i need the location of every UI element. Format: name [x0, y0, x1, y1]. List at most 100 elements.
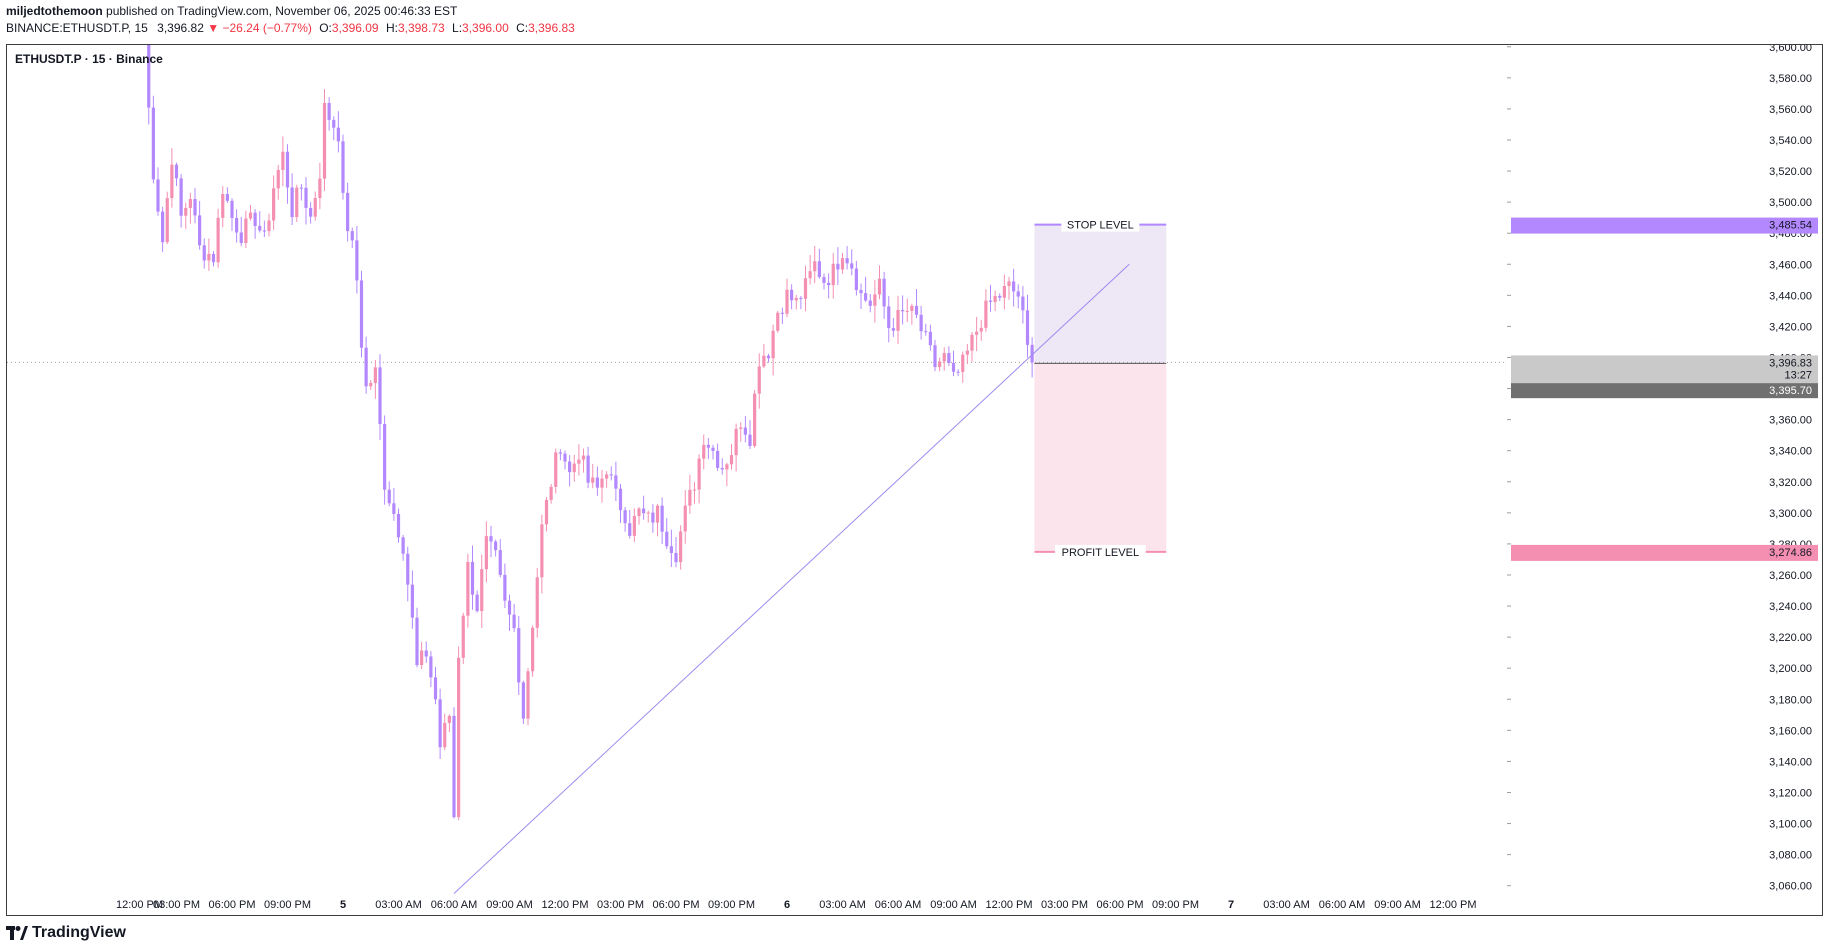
y-tick-label: 3,220.00 [1769, 632, 1812, 644]
candle-body [457, 657, 461, 818]
x-tick-label: 06:00 AM [431, 899, 477, 911]
candle-body [336, 127, 340, 142]
candle-body [489, 536, 493, 542]
last-price-badge: 3,396.83 [1769, 357, 1812, 369]
x-tick-label: 12:00 PM [541, 899, 588, 911]
change-arrow-icon: ▼ [207, 21, 220, 35]
candle-body [373, 367, 377, 383]
candle-body [586, 455, 590, 483]
candle-body [642, 508, 646, 514]
y-tick-label: 3,580.00 [1769, 73, 1812, 85]
profit-level-label: PROFIT LEVEL [1062, 547, 1139, 559]
x-tick-label: 12:00 PM [985, 899, 1032, 911]
candle-body [346, 192, 350, 232]
candle-body [790, 289, 794, 301]
candle-body [433, 677, 438, 700]
y-tick-label: 3,200.00 [1769, 663, 1812, 675]
candle-body [605, 474, 609, 479]
candle-body [924, 331, 928, 333]
profit-price-badge: 3,274.86 [1769, 547, 1812, 559]
candle-body [864, 293, 868, 301]
x-tick-label: 03:00 PM [597, 899, 644, 911]
x-tick-label: 06:00 PM [1096, 899, 1143, 911]
candle-body [387, 489, 391, 504]
candle-body [595, 477, 599, 488]
candle-body [147, 45, 151, 108]
x-tick-label: 03:00 PM [153, 899, 200, 911]
tradingview-brand[interactable]: TradingView [6, 924, 126, 942]
chart-frame[interactable]: STOP LEVEL PROFIT LEVEL 3,060.00 3,080.00 3… [6, 44, 1823, 916]
candle-body [332, 119, 336, 128]
candle-body [1007, 281, 1011, 287]
x-tick-label: 03:00 AM [1263, 899, 1309, 911]
y-tick-label: 3,440.00 [1769, 290, 1812, 302]
last-price-badge-bg [1511, 355, 1818, 384]
candle-body [655, 505, 660, 523]
close-label: C: [516, 21, 529, 35]
candle-body [170, 164, 174, 199]
candle-body [216, 217, 220, 263]
candle-body [521, 682, 525, 719]
open-label: O: [319, 21, 332, 35]
candle-body [438, 699, 442, 748]
y-tick-label: 3,340.00 [1769, 446, 1812, 458]
x-tick-label: 6 [784, 899, 790, 911]
candle-body [156, 179, 160, 212]
candle-body [322, 102, 327, 179]
x-tick-label: 03:00 AM [819, 899, 865, 911]
x-tick-label: 5 [340, 899, 346, 911]
candle-body [813, 261, 817, 272]
author-name[interactable]: miljedtothemoon [6, 4, 103, 18]
candle-body [729, 455, 734, 465]
y-tick-label: 3,520.00 [1769, 166, 1812, 178]
candle-body [517, 628, 521, 683]
candle-body [1016, 291, 1020, 297]
candle-body [743, 427, 747, 435]
candle-body [951, 362, 956, 372]
candle-body [831, 263, 835, 286]
candle-body [452, 715, 456, 818]
x-tick-label: 06:00 PM [652, 899, 699, 911]
price-chart[interactable]: STOP LEVEL PROFIT LEVEL 3,060.00 3,080.00 3… [7, 45, 1822, 915]
candle-body [401, 537, 405, 554]
candle-body [262, 230, 266, 232]
profit-price-badge-bg [1511, 544, 1818, 561]
candle-body [688, 489, 692, 506]
current-price-badge: 3,395.70 [1769, 385, 1812, 397]
y-tick-label: 3,120.00 [1769, 787, 1812, 799]
candle-body [1030, 344, 1034, 363]
x-tick-label: 06:00 AM [875, 899, 921, 911]
candle-body [406, 553, 410, 585]
x-tick-label: 03:00 PM [1041, 899, 1088, 911]
candle-body [179, 178, 183, 216]
candle-body [905, 310, 909, 312]
x-tick-label: 09:00 AM [930, 899, 976, 911]
candle-body [193, 199, 197, 216]
candle-body [318, 178, 322, 199]
candle-body [327, 102, 331, 120]
candle-body [762, 355, 766, 367]
candle-body [734, 428, 738, 456]
stop-level-label: STOP LEVEL [1067, 220, 1134, 232]
last-price: 3,396.82 [157, 21, 204, 35]
candle-body [970, 334, 974, 351]
candle-body [993, 295, 997, 302]
candle-body [706, 444, 710, 448]
candle-body [577, 459, 581, 464]
stop-price-badge: 3,485.54 [1769, 220, 1812, 232]
candle-body [498, 550, 502, 575]
candle-body [739, 427, 743, 429]
symbol-line: BINANCE:ETHUSDT.P, 15 [6, 21, 148, 35]
y-tick-label: 3,240.00 [1769, 601, 1812, 613]
candle-body [248, 212, 253, 219]
candle-body [794, 297, 798, 301]
x-tick-label: 09:00 PM [1152, 899, 1199, 911]
candle-body [891, 328, 895, 331]
candle-body [188, 199, 192, 208]
candle-body [369, 382, 373, 387]
candle-body [572, 463, 576, 473]
candle-body [461, 615, 465, 658]
candle-body [646, 512, 650, 514]
candle-body [998, 295, 1002, 298]
candle-body [512, 614, 516, 629]
